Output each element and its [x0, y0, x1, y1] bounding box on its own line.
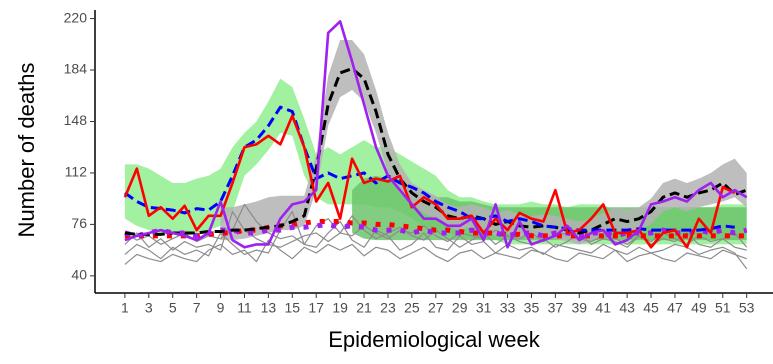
x-tick-label: 5 — [169, 300, 177, 316]
x-tick-label: 11 — [237, 300, 252, 316]
x-tick-label: 41 — [595, 300, 611, 316]
x-tick-label: 27 — [428, 300, 444, 316]
x-tick-label: 35 — [524, 300, 540, 316]
x-tick-label: 23 — [380, 300, 396, 316]
series-line — [124, 67, 748, 236]
series-line — [124, 210, 748, 270]
x-tick-label: 37 — [548, 300, 564, 316]
y-tick-label: 76 — [71, 215, 87, 231]
x-tick-label: 9 — [217, 300, 225, 316]
x-tick-label: 19 — [332, 300, 348, 316]
y-tick-label: 184 — [64, 61, 88, 77]
x-tick-label: 45 — [643, 300, 659, 316]
y-axis-title: Number of deaths — [14, 63, 39, 238]
x-tick-label: 3 — [145, 300, 153, 316]
y-tick-label: 148 — [64, 112, 88, 128]
series-line — [124, 239, 747, 265]
y-tick-label: 40 — [71, 267, 87, 283]
x-tick-label: 39 — [571, 300, 587, 316]
x-tick-label: 21 — [356, 300, 372, 316]
x-tick-label: 29 — [452, 300, 468, 316]
x-tick-label: 43 — [619, 300, 635, 316]
x-tick-label: 51 — [715, 300, 731, 316]
band — [220, 40, 747, 245]
x-tick-label: 7 — [193, 300, 201, 316]
y-tick-label: 220 — [64, 9, 88, 25]
series-line — [123, 114, 736, 249]
x-tick-label: 33 — [500, 300, 516, 316]
x-tick-label: 31 — [476, 300, 492, 316]
x-tick-label: 53 — [739, 300, 755, 316]
series-line — [124, 20, 748, 249]
y-tick-label: 112 — [65, 164, 88, 180]
x-axis-title: Epidemiological week — [328, 327, 541, 352]
x-tick-label: 1 — [121, 300, 129, 316]
x-tick-label: 17 — [308, 300, 324, 316]
x-tick-label: 25 — [404, 300, 420, 316]
x-tick-label: 47 — [667, 300, 683, 316]
series-line — [124, 105, 735, 232]
x-tick-label: 49 — [691, 300, 707, 316]
x-tick-label: 15 — [285, 300, 301, 316]
x-tick-label: 13 — [261, 300, 277, 316]
band — [124, 78, 747, 245]
